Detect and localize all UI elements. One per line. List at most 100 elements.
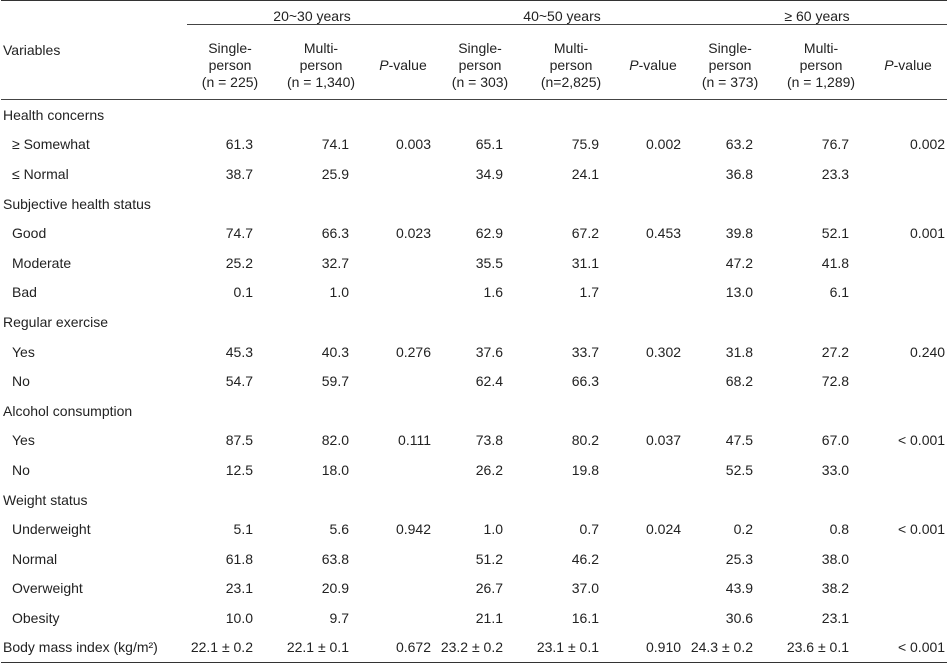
p-value-cell: < 0.001 bbox=[869, 632, 948, 663]
row-label: ≥ Somewhat bbox=[12, 136, 90, 153]
table-row: Yes 87.5 82.0 0.111 73.8 80.2 0.037 47.5 67.0 < 0… bbox=[1, 426, 947, 456]
value-cell bbox=[273, 189, 369, 219]
value-cell: 75.9 bbox=[571, 136, 600, 153]
value-cell: 62.9 bbox=[475, 225, 504, 242]
value-cell: 20.9 bbox=[321, 580, 349, 597]
value-cell bbox=[687, 100, 773, 130]
value-cell: 12.5 bbox=[225, 461, 253, 478]
p-value-cell bbox=[869, 248, 947, 278]
value-cell: 51.2 bbox=[475, 550, 504, 567]
value-cell: 13.0 bbox=[725, 284, 754, 301]
value-cell: 25.9 bbox=[321, 165, 349, 182]
value-cell: 0.2 bbox=[733, 521, 754, 538]
value-cell: 54.7 bbox=[225, 373, 253, 390]
value-cell: 52.1 bbox=[821, 225, 850, 242]
value-cell bbox=[687, 307, 773, 337]
value-cell bbox=[687, 485, 773, 515]
value-cell: 35.5 bbox=[475, 254, 504, 271]
value-cell: 62.4 bbox=[475, 373, 504, 390]
row-label: No bbox=[12, 461, 30, 478]
value-cell: 74.7 bbox=[225, 225, 253, 242]
p-value-italic: P bbox=[629, 56, 639, 73]
p-value-cell: < 0.001 bbox=[897, 432, 946, 449]
value-cell: 38.0 bbox=[821, 550, 850, 567]
p-value-cell: 0.111 bbox=[398, 432, 432, 449]
value-cell: 47.2 bbox=[725, 254, 754, 271]
value-cell bbox=[523, 485, 619, 515]
table-row: Bad 0.1 1.0 1.6 1.7 13.0 6.1 bbox=[1, 278, 947, 308]
value-cell bbox=[273, 396, 369, 426]
value-cell: 73.8 bbox=[475, 432, 504, 449]
section-row: Subjective health status bbox=[1, 189, 947, 219]
header-line: person bbox=[299, 56, 343, 73]
p-value-cell: 0.037 bbox=[645, 432, 682, 449]
value-cell: 45.3 bbox=[225, 343, 253, 360]
sub-header-row: Single-person (n = 225) Multi-person (n = 1… bbox=[1, 31, 948, 100]
value-cell: 0.8 bbox=[829, 521, 850, 538]
p-value-cell bbox=[369, 396, 437, 426]
p-value-header: P-value bbox=[369, 31, 438, 100]
value-cell bbox=[773, 307, 869, 337]
header-line: Single- bbox=[458, 39, 502, 56]
p-value-suffix: -value bbox=[388, 56, 427, 73]
value-cell: 72.8 bbox=[821, 373, 850, 390]
value-cell bbox=[523, 189, 619, 219]
header-line: (n = 225) bbox=[201, 73, 259, 90]
p-value-header: P-value bbox=[869, 31, 948, 100]
p-value-cell bbox=[619, 455, 687, 485]
p-value-cell bbox=[869, 455, 947, 485]
value-cell bbox=[523, 307, 619, 337]
value-cell: 39.8 bbox=[725, 225, 754, 242]
p-value-cell bbox=[619, 544, 687, 574]
value-cell: 23.3 bbox=[821, 165, 850, 182]
p-value-cell bbox=[869, 603, 947, 633]
value-cell: 23.2 ± 0.2 bbox=[437, 632, 524, 663]
row-label: Yes bbox=[12, 343, 35, 360]
table-row: No 54.7 59.7 62.4 66.3 68.2 72.8 bbox=[1, 366, 947, 396]
header-line: person bbox=[549, 56, 593, 73]
value-cell: 30.6 bbox=[725, 609, 754, 626]
table-row: Good 74.7 66.3 0.023 62.9 67.2 0.453 39.8 52.1 0.… bbox=[1, 218, 947, 248]
value-cell: 23.6 ± 0.1 bbox=[773, 632, 870, 663]
p-value-cell bbox=[869, 396, 947, 426]
p-value-cell bbox=[869, 189, 947, 219]
header-line: Multi- bbox=[553, 39, 589, 56]
household-type-header: Single-person (n = 373) bbox=[687, 31, 774, 100]
value-cell bbox=[187, 396, 273, 426]
p-value-cell bbox=[369, 100, 437, 130]
value-cell: 74.1 bbox=[321, 136, 349, 153]
header-line: person bbox=[208, 56, 252, 73]
header-line: person bbox=[708, 56, 752, 73]
row-label: Good bbox=[12, 225, 47, 242]
value-cell bbox=[437, 100, 523, 130]
table-row: Overweight 23.1 20.9 26.7 37.0 43.9 38.2 bbox=[1, 574, 947, 604]
value-cell: 46.2 bbox=[571, 550, 600, 567]
value-cell: 1.0 bbox=[329, 284, 349, 301]
value-cell: 63.2 bbox=[725, 136, 754, 153]
value-cell: 67.2 bbox=[571, 225, 600, 242]
p-value-cell bbox=[369, 485, 437, 515]
p-value-cell bbox=[619, 159, 687, 189]
p-value-cell bbox=[369, 574, 437, 604]
p-value-cell: 0.001 bbox=[910, 225, 946, 242]
household-type-header: Single-person (n = 303) bbox=[437, 31, 524, 100]
value-cell: 26.2 bbox=[475, 461, 504, 478]
value-cell: 18.0 bbox=[321, 461, 349, 478]
p-value-cell: 0.023 bbox=[395, 225, 432, 242]
header-line: Multi- bbox=[303, 39, 339, 56]
row-label: ≤ Normal bbox=[12, 165, 69, 182]
table-body: Health concerns ≥ Somewhat 61.3 74.1 0.003 65… bbox=[1, 100, 948, 663]
value-cell: 21.1 bbox=[475, 609, 504, 626]
value-cell: 61.3 bbox=[225, 136, 253, 153]
value-cell: 32.7 bbox=[321, 254, 349, 271]
group-label: 20~30 years bbox=[187, 8, 438, 25]
value-cell: 19.8 bbox=[571, 461, 600, 478]
value-cell: 38.7 bbox=[225, 165, 253, 182]
value-cell: 87.5 bbox=[225, 432, 253, 449]
value-cell bbox=[273, 307, 369, 337]
row-label: Yes bbox=[12, 432, 35, 449]
p-value-cell bbox=[869, 574, 947, 604]
value-cell: 27.2 bbox=[821, 343, 850, 360]
table-row: Obesity 10.0 9.7 21.1 16.1 30.6 23.1 bbox=[1, 603, 947, 633]
